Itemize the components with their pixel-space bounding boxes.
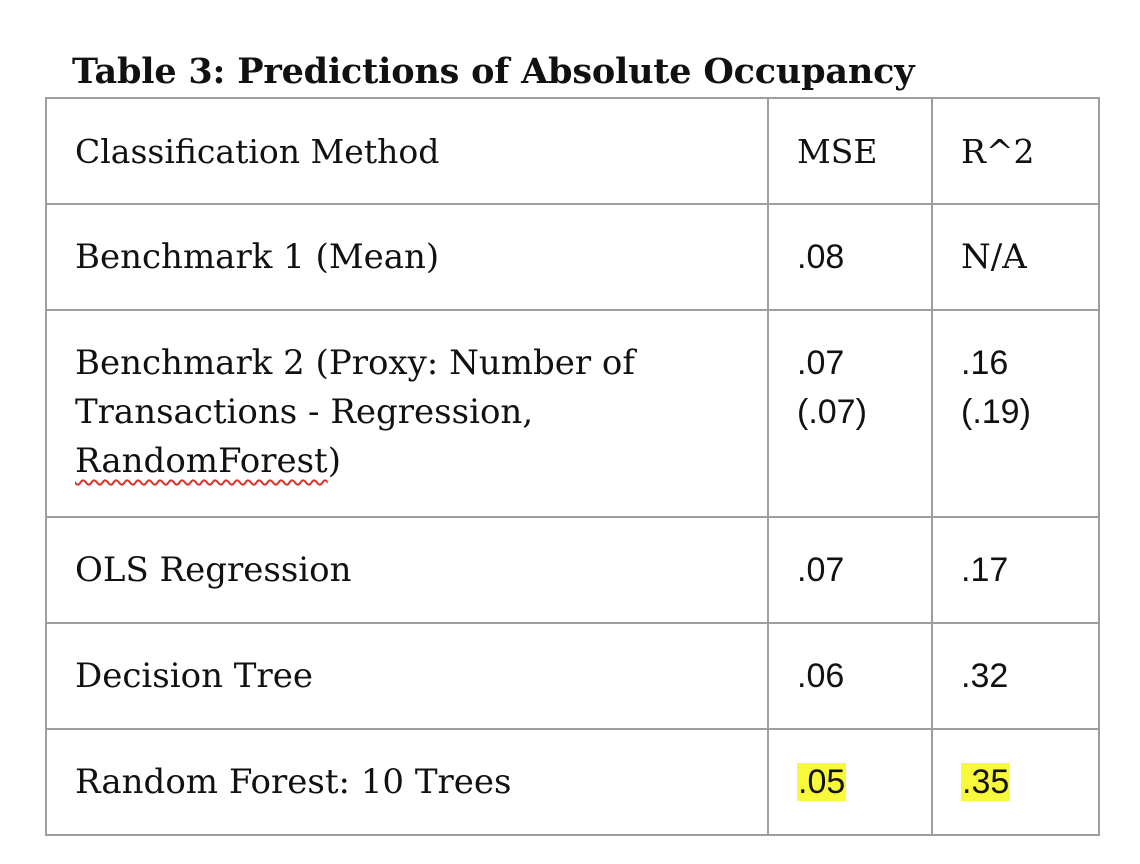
r2-cell: N/A (931, 203, 1100, 311)
results-table: Classification Method MSE R^2 Benchmark … (45, 97, 1100, 836)
method-cell: Random Forest: 10 Trees (45, 728, 769, 836)
table-header-row: Classification Method MSE R^2 (45, 97, 1100, 205)
r2-cell: .16 (.19) (931, 309, 1100, 518)
table-row: OLS Regression .07 .17 (45, 516, 1100, 624)
mse-cell: .07 (.07) (767, 309, 933, 518)
table-row: Random Forest: 10 Trees .05 .35 (45, 728, 1100, 836)
method-cell: Decision Tree (45, 622, 769, 730)
mse-value: .07 (797, 344, 845, 382)
header-r2: R^2 (931, 97, 1100, 205)
table-row: Decision Tree .06 .32 (45, 622, 1100, 730)
method-line: Benchmark 2 (Proxy: Number of (75, 343, 635, 383)
method-cell: Benchmark 2 (Proxy: Number of Transactio… (45, 309, 769, 518)
method-cell: OLS Regression (45, 516, 769, 624)
mse-cell: .08 (767, 203, 933, 311)
r2-cell: .35 (931, 728, 1100, 836)
header-mse: MSE (767, 97, 933, 205)
header-classification-method: Classification Method (45, 97, 769, 205)
table-row: Benchmark 2 (Proxy: Number of Transactio… (45, 309, 1100, 518)
mse-cell: .07 (767, 516, 933, 624)
method-cell: Benchmark 1 (Mean) (45, 203, 769, 311)
r2-value: .16 (961, 344, 1009, 382)
r2-cell: .32 (931, 622, 1100, 730)
table-row: Benchmark 1 (Mean) .08 N/A (45, 203, 1100, 311)
mse-alt-value: (.07) (797, 393, 867, 431)
table-caption: Table 3: Predictions of Absolute Occupan… (72, 51, 915, 92)
highlighted-value: .05 (797, 763, 847, 801)
mse-cell: .05 (767, 728, 933, 836)
r2-alt-value: (.19) (961, 393, 1031, 431)
mse-cell: .06 (767, 622, 933, 730)
method-line: Transactions - Regression, (75, 392, 534, 432)
misspelled-word: RandomForest (75, 441, 328, 481)
r2-cell: .17 (931, 516, 1100, 624)
method-line-tail: ) (327, 441, 341, 481)
highlighted-value: .35 (961, 763, 1011, 801)
